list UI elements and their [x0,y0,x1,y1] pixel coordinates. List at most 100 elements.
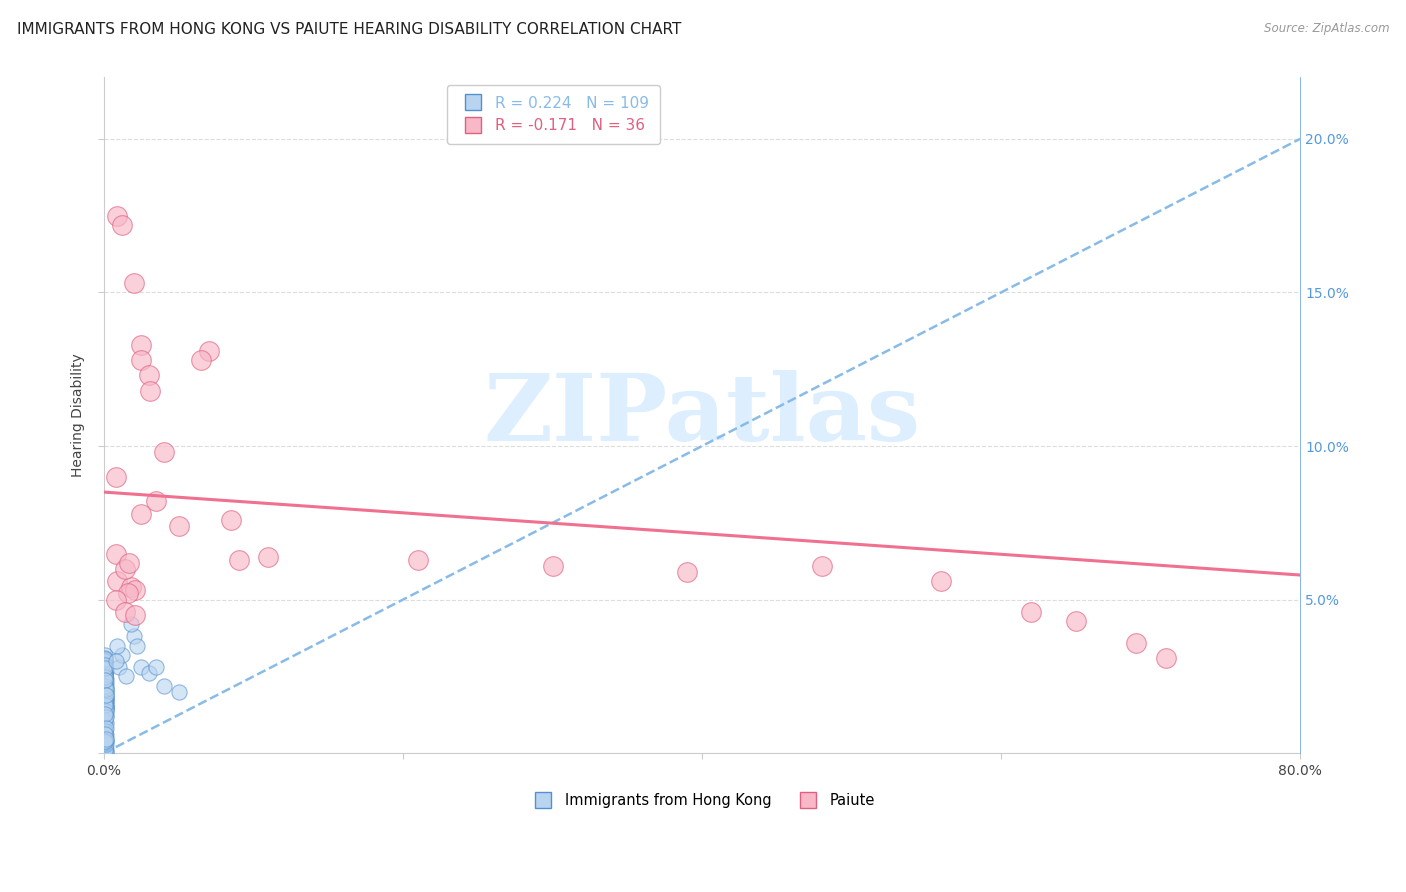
Legend: Immigrants from Hong Kong, Paiute: Immigrants from Hong Kong, Paiute [523,787,882,814]
Point [94,710,117,724]
Point [94,673,117,687]
Point [120,617,142,632]
Point [96,684,118,698]
Point [94,731,117,746]
Point [1154,651,1177,665]
Point [197,343,219,358]
Point [138,368,160,383]
Point [94,673,117,687]
Point [94,738,117,752]
Point [122,277,145,291]
Point [94,697,117,711]
Point [94,681,117,696]
Point [118,556,141,570]
Point [1064,614,1087,628]
Point [94,691,117,706]
Point [94,703,117,717]
Point [94,703,117,717]
Point [94,662,117,676]
Point [120,580,142,594]
Point [1125,635,1147,649]
Point [94,733,117,747]
Point [114,605,136,619]
Point [94,716,117,731]
Point [94,719,117,733]
Point [167,519,190,533]
Point [131,353,153,368]
Point [929,574,952,589]
Point [94,724,117,739]
Point [94,706,117,721]
Point [94,670,117,684]
Point [94,673,117,687]
Point [145,494,167,508]
Point [94,675,117,690]
Point [93,657,115,672]
Point [94,737,117,751]
Point [94,679,117,693]
Point [94,666,117,681]
Point [94,746,117,760]
Point [145,660,167,674]
Text: ZIPatlas: ZIPatlas [484,370,921,460]
Point [94,698,117,712]
Point [219,513,242,527]
Point [122,630,145,644]
Point [228,552,250,566]
Point [541,558,564,573]
Point [94,694,117,708]
Point [94,745,117,759]
Point [1019,605,1042,619]
Point [94,668,117,682]
Point [94,707,117,722]
Point [124,583,146,598]
Point [94,706,117,721]
Point [810,558,832,573]
Point [94,700,117,714]
Point [406,552,429,566]
Point [94,660,117,674]
Point [111,218,134,232]
Point [94,741,117,756]
Point [124,607,146,622]
Point [94,735,117,749]
Point [93,739,115,753]
Point [94,734,117,748]
Point [131,337,153,351]
Point [94,744,117,758]
Point [152,445,174,459]
Point [104,469,127,483]
Point [94,725,117,739]
Point [94,698,117,713]
Point [94,690,117,705]
Point [190,353,212,368]
Point [107,574,129,589]
Point [107,209,129,223]
Point [94,732,117,747]
Point [94,734,117,748]
Point [94,679,117,693]
Point [94,723,117,737]
Point [676,565,699,579]
Point [107,639,129,653]
Point [94,663,117,677]
Text: Source: ZipAtlas.com: Source: ZipAtlas.com [1264,22,1389,36]
Point [108,660,131,674]
Point [96,690,118,704]
Point [96,721,118,735]
Text: IMMIGRANTS FROM HONG KONG VS PAIUTE HEARING DISABILITY CORRELATION CHART: IMMIGRANTS FROM HONG KONG VS PAIUTE HEAR… [17,22,682,37]
Point [94,675,117,690]
Point [94,661,117,675]
Point [94,654,117,668]
Point [115,669,138,683]
Point [94,727,117,741]
Point [93,705,115,719]
Point [94,688,117,702]
Point [94,742,117,756]
Point [94,736,117,750]
Point [114,562,136,576]
Point [94,652,117,666]
Point [94,709,117,723]
Point [94,651,117,665]
Point [94,743,117,757]
